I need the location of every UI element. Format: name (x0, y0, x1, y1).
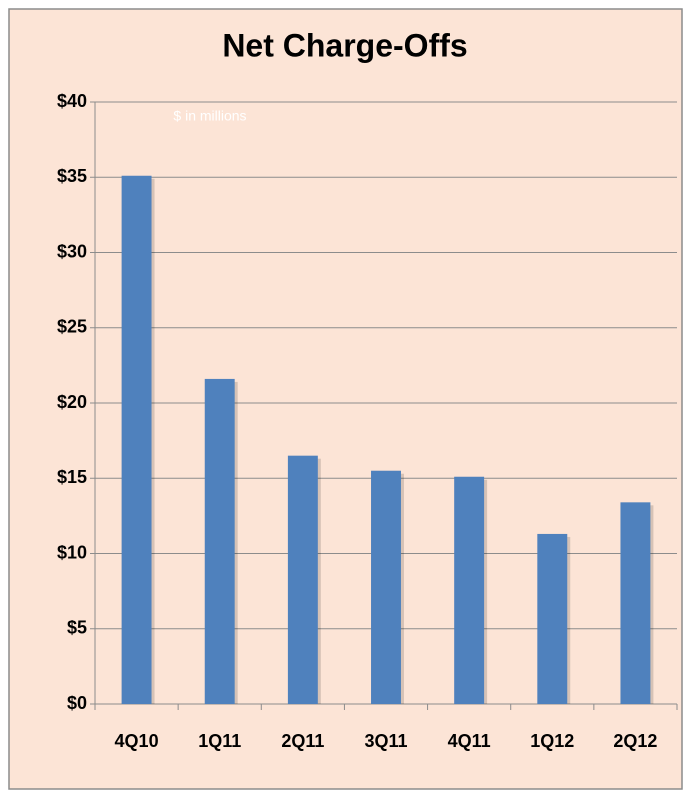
bar (537, 533, 568, 704)
chart-title: Net Charge-Offs (222, 27, 467, 63)
y-tick-label: $20 (57, 392, 87, 412)
chart-frame (8, 8, 683, 790)
y-tick-label: $10 (57, 542, 87, 562)
x-tick-label: 1Q12 (530, 731, 574, 751)
bar (620, 502, 651, 704)
y-tick-label: $35 (57, 166, 87, 186)
x-tick-label: 1Q11 (198, 731, 241, 751)
x-tick-label: 4Q10 (115, 731, 159, 751)
bar (454, 476, 485, 704)
y-tick-label: $5 (67, 618, 87, 638)
y-tick-label: $25 (57, 317, 87, 337)
chart-subtitle: $ in millions (173, 108, 246, 124)
y-tick-label: $15 (57, 467, 87, 487)
bar (371, 470, 401, 704)
x-tick-label: 2Q12 (613, 731, 657, 751)
bar (121, 175, 152, 704)
y-tick-label: $0 (67, 693, 87, 713)
x-tick-label: 2Q11 (281, 731, 324, 751)
x-tick-label: 4Q11 (448, 731, 491, 751)
bar (204, 378, 235, 704)
bar (287, 455, 318, 704)
x-tick-label: 3Q11 (364, 731, 407, 751)
y-tick-label: $30 (57, 241, 87, 261)
y-tick-label: $40 (57, 91, 87, 111)
